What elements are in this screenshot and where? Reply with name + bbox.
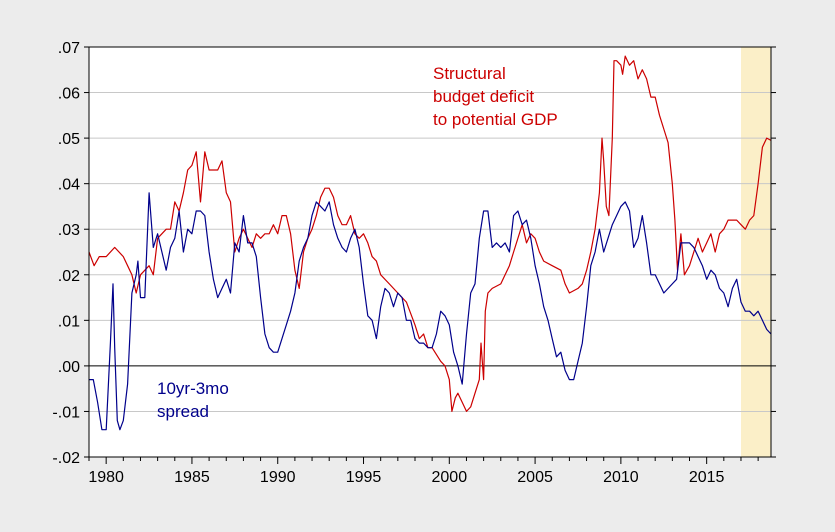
- y-tick-label: .01: [58, 313, 80, 330]
- series-line-structural-deficit: [88, 55, 772, 412]
- x-tick-label: 1985: [174, 469, 210, 486]
- x-tick-label: 2005: [517, 469, 553, 486]
- x-tick-label: 2015: [689, 469, 725, 486]
- annotation-spread: 10yr-3mo spread: [157, 379, 234, 421]
- x-tick-label: 1980: [88, 469, 124, 486]
- y-tick-label: .04: [58, 177, 80, 194]
- annotation-structural-deficit-line: budget deficit: [433, 87, 534, 106]
- shaded-period: [740, 47, 771, 457]
- plot-area: [89, 47, 771, 457]
- y-tick-label: .02: [58, 268, 80, 285]
- series-line-spread: [89, 192, 772, 431]
- annotation-spread-line: 10yr-3mo: [157, 379, 229, 398]
- y-tick-label: -.02: [52, 450, 80, 467]
- annotation-structural-deficit: Structural budget deficit to potential G…: [433, 64, 558, 129]
- y-tick-label: .07: [58, 40, 80, 57]
- y-tick-label: .06: [58, 86, 80, 103]
- annotation-structural-deficit-line: to potential GDP: [433, 110, 558, 129]
- x-tick-label: 2010: [603, 469, 639, 486]
- y-tick-label: .03: [58, 222, 80, 239]
- x-tick-label: 1990: [260, 469, 296, 486]
- grid-lines: [89, 92, 771, 412]
- series-layer: [88, 55, 772, 431]
- y-tick-label: .05: [58, 131, 80, 148]
- annotation-structural-deficit-line: Structural: [433, 64, 506, 83]
- axes: .07 .06 .05 .04 .03 .02 .01 .00 -.01 -.02 1980 1985…: [52, 40, 776, 486]
- x-tick-label: 1995: [346, 469, 382, 486]
- plot-frame: [88, 46, 772, 458]
- annotation-spread-line: spread: [157, 402, 209, 421]
- y-tick-label: -.01: [52, 404, 80, 421]
- x-tick-label: 2000: [432, 469, 468, 486]
- y-tick-label: .00: [58, 359, 80, 376]
